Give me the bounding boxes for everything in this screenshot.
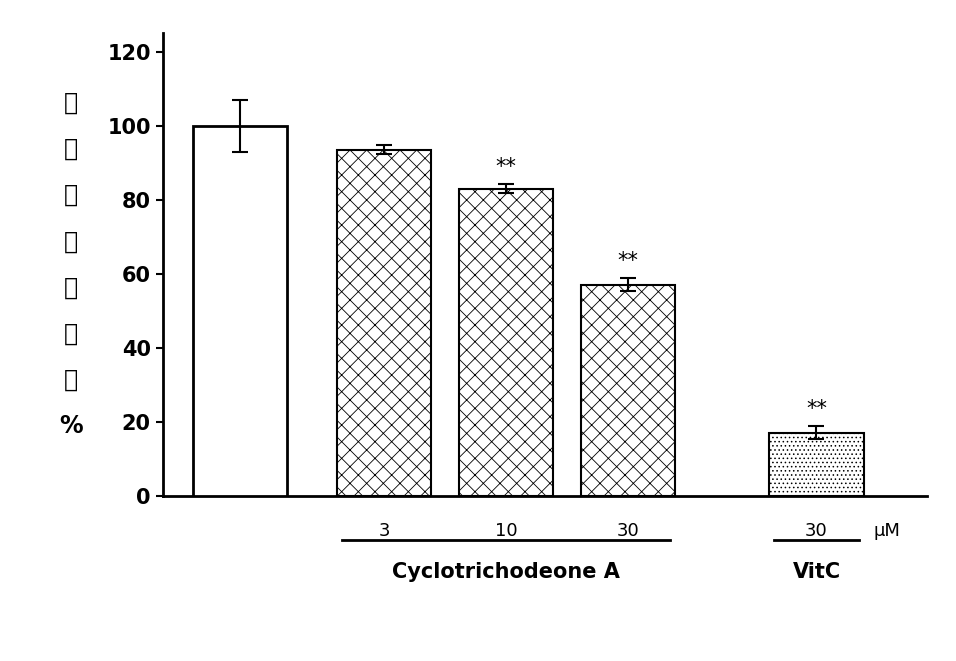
Text: **: **	[806, 399, 827, 419]
Text: 基: 基	[64, 276, 77, 299]
Bar	[770, 433, 863, 496]
Text: 由: 由	[64, 229, 77, 253]
Text: **: **	[495, 157, 516, 176]
Text: 相: 相	[64, 91, 77, 114]
Bar	[581, 285, 675, 496]
Bar	[337, 149, 431, 496]
Text: 3: 3	[379, 522, 390, 539]
Text: 30: 30	[617, 522, 640, 539]
Bar	[459, 188, 554, 496]
Text: μM: μM	[873, 522, 900, 539]
Text: 对: 对	[64, 137, 77, 161]
Text: Cyclotrichodeone A: Cyclotrichodeone A	[392, 563, 620, 582]
Text: 30: 30	[805, 522, 828, 539]
Text: %: %	[59, 414, 82, 438]
Text: 量: 量	[64, 368, 77, 392]
Bar	[193, 126, 287, 496]
Text: 含: 含	[64, 322, 77, 346]
Text: 自: 自	[64, 183, 77, 207]
Text: VitC: VitC	[793, 563, 840, 582]
Text: **: **	[618, 251, 639, 271]
Text: 10: 10	[495, 522, 517, 539]
